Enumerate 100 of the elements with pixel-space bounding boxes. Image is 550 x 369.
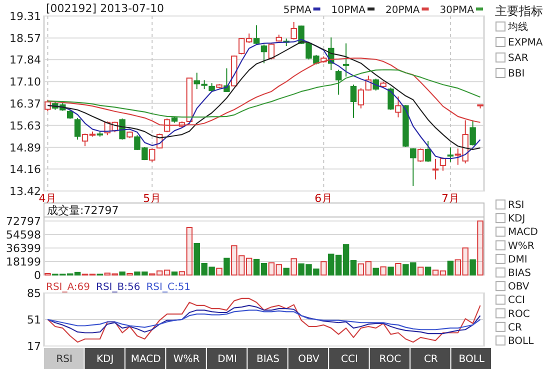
candlestick [290,21,297,40]
candlestick [350,84,357,118]
text: KDJ [508,214,526,225]
category-label: KDJ [96,354,114,365]
candlestick [424,140,432,162]
bar [171,272,178,276]
bar [365,261,372,276]
category-label: OBV [298,354,320,365]
y-tick-label: 17 [27,340,41,353]
line-series [47,69,481,118]
candlestick [395,96,402,118]
candlestick [410,148,416,186]
bar [372,268,379,276]
bar [440,270,446,276]
bar [164,270,170,276]
y-tick-label: 51 [27,314,41,326]
text: 均线 [507,21,528,33]
line-series [47,298,481,343]
category-label: CCI [340,354,358,365]
bar [470,259,476,276]
text: RSI [508,200,524,211]
category-label: CR [424,354,438,365]
candlestick [470,120,476,146]
bar [477,220,484,276]
legend-label: 10PMA [331,5,366,16]
candlestick [342,42,350,78]
text: SAR [508,53,528,64]
text: W%R [508,240,534,252]
text: BOLL [508,336,534,347]
y-tick-label: 18199 [6,256,41,268]
category-label: MACD [130,354,162,365]
bar [156,270,163,276]
y-tick-label: 72797 [6,215,41,228]
y-tick-label: 17.84 [10,54,41,67]
line-series [47,310,481,330]
y-tick-label: 17.10 [10,76,41,89]
y-tick-label: 15.63 [10,119,41,132]
y-tick-label: 14.16 [10,163,41,176]
candlestick [260,44,268,64]
candlestick [268,43,275,60]
bar [290,258,297,276]
bar [238,255,245,276]
y-tick-label: 14.89 [10,141,41,154]
bar [268,262,275,276]
bar [447,260,454,276]
y-tick-label: 85 [27,287,41,300]
legend-label: 5PMA [283,5,312,16]
bar [246,258,252,276]
text: RSI_C:51 [146,282,191,293]
bar [119,272,126,276]
text: RSI_B:56 [96,282,140,293]
chart-title: [002192] 2013-07-10 [46,2,164,15]
y-tick-label: 36399 [6,242,41,255]
candlestick [418,148,424,162]
bar [216,268,222,276]
candlestick [253,24,260,46]
y-tick-label: 19.31 [10,10,41,23]
bar [231,245,238,276]
category-label: BIAS [256,354,280,365]
text: OBV [508,282,530,293]
y-tick-label: 54598 [6,228,41,242]
candlestick [335,69,342,96]
y-tick-label: 0 [34,269,41,282]
candlestick [74,117,81,140]
candlestick [432,158,439,180]
bar [432,270,439,276]
bar [454,259,462,276]
candlestick [149,148,156,162]
bar [388,266,394,276]
y-tick-label: 16.37 [10,97,41,110]
y-tick-label: 13.42 [10,185,41,198]
text: CR [508,322,522,334]
legend-label: 30PMA [440,5,474,16]
chart-title: 成交量:72797 [47,204,119,217]
bar [320,261,327,276]
category-label: BOLL [458,354,485,365]
bar [380,266,386,276]
line-series [47,304,481,334]
bar [462,247,468,276]
category-label: RSI [56,354,72,365]
bar [283,268,290,276]
bar [224,258,230,276]
text: MACD [508,227,538,238]
text: EXPMA [508,38,543,48]
text: ROC [508,308,530,320]
candlestick [447,146,454,162]
legend-label: 20PMA [386,5,420,16]
candlestick [440,156,446,172]
category-label: DMI [218,354,237,365]
candlestick [388,87,394,110]
bar [358,263,364,276]
text: CCI [508,295,525,306]
text: RSI_A:69 [46,282,90,293]
y-tick-label: 18.57 [10,32,41,45]
bar [424,266,432,276]
bar [418,266,424,276]
text: BBI [508,68,525,80]
bar [276,264,282,276]
category-label: ROC [379,354,402,365]
text: 主要指标 [495,4,543,18]
